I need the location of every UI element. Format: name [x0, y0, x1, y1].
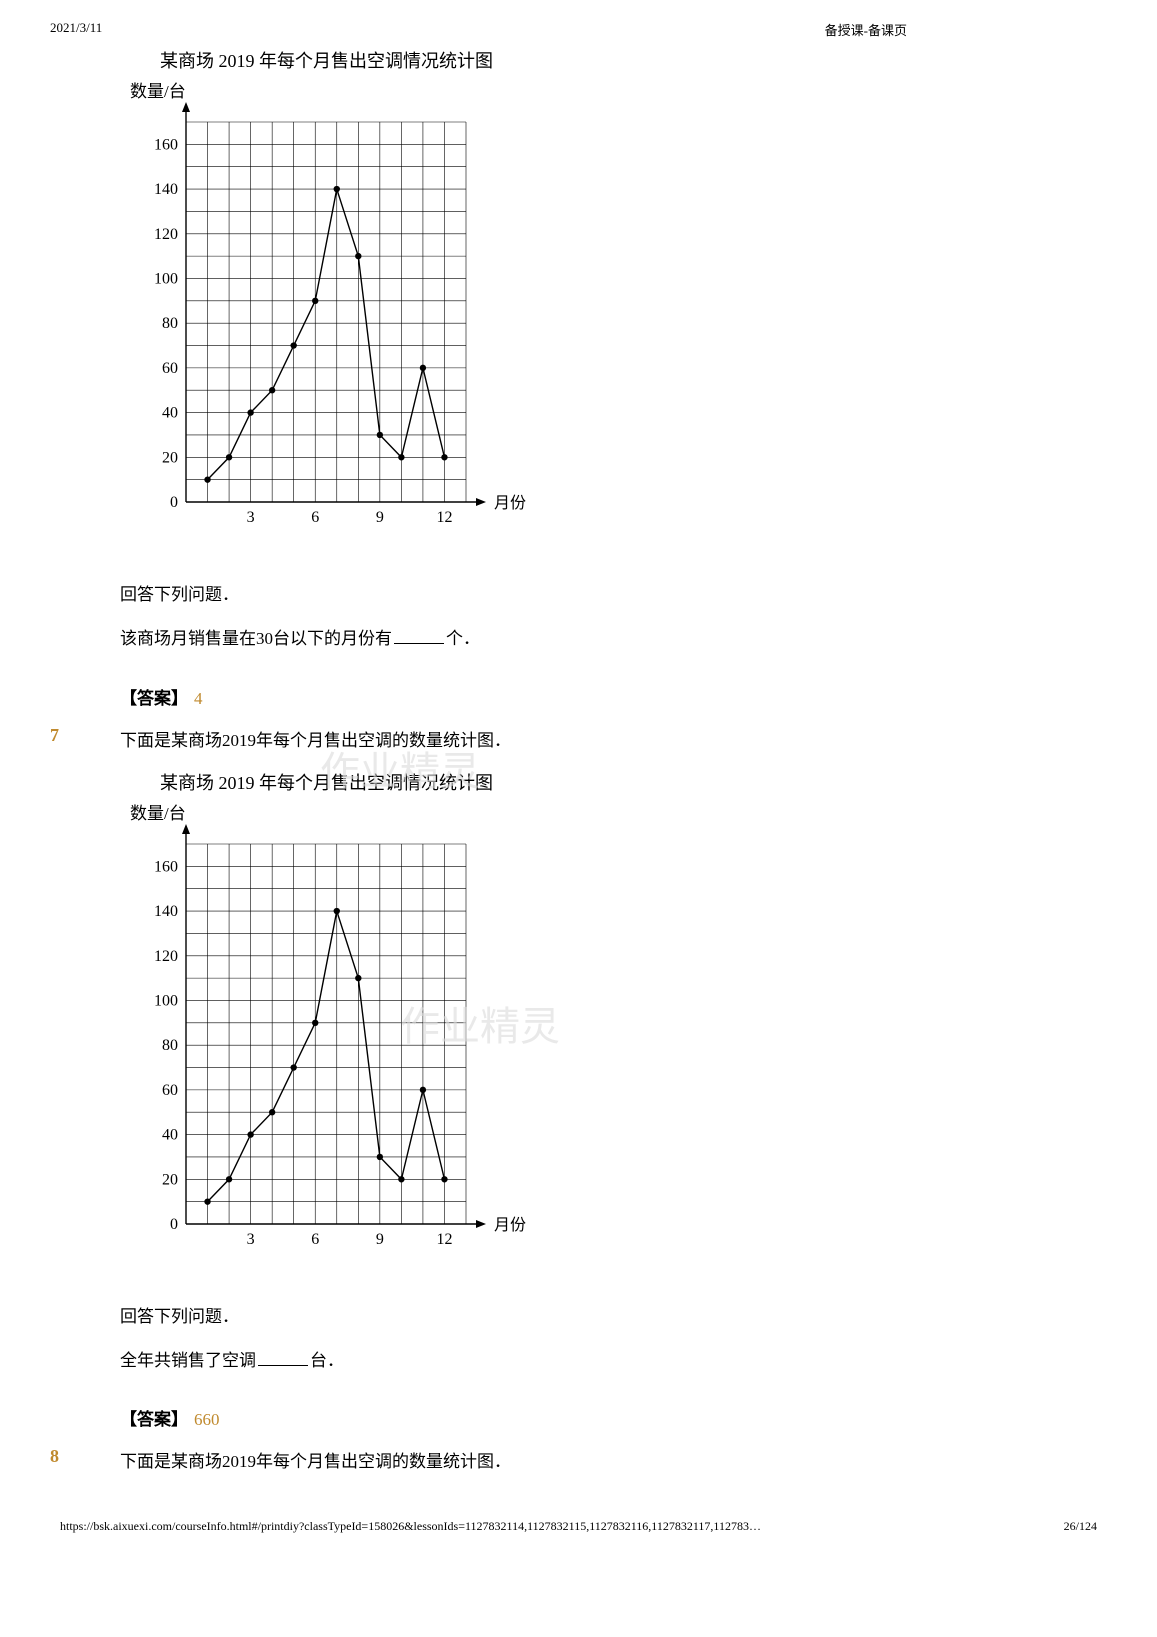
svg-text:80: 80 [162, 315, 178, 332]
content-area: 某商场 2019 年每个月售出空调情况统计图 数量/台 020406080100… [120, 47, 820, 1479]
answer1-label: 【答案】 [120, 689, 188, 708]
q7b-line1: 回答下列问题． [120, 1301, 820, 1333]
svg-text:80: 80 [162, 1037, 178, 1054]
svg-text:3: 3 [247, 509, 255, 526]
svg-text:12: 12 [436, 1231, 452, 1248]
chart2-title: 某商场 2019 年每个月售出空调情况统计图 [160, 769, 820, 795]
footer-page: 26/124 [1064, 1519, 1097, 1534]
chart2-ylabel: 数量/台 [130, 799, 820, 824]
qnum-7: 7 [50, 725, 59, 746]
page-header: 2021/3/11 备授课-备课页 [50, 20, 1107, 39]
q1-line2b: 个． [446, 629, 480, 648]
header-date: 2021/3/11 [50, 20, 102, 39]
answer1-value: 4 [194, 689, 203, 708]
q1-line2: 该商场月销售量在30台以下的月份有 个． [120, 623, 820, 655]
svg-text:120: 120 [154, 948, 178, 965]
svg-text:160: 160 [154, 858, 178, 875]
svg-text:月份: 月份 [494, 494, 526, 512]
svg-text:40: 40 [162, 1126, 178, 1143]
chart1-ylabel: 数量/台 [130, 77, 820, 102]
answer1: 【答案】 4 [120, 684, 820, 709]
chart1-container: 0 20 40 60 80 100 120 140 160 3 6 9 12 月份 [120, 102, 820, 567]
svg-text:月份: 月份 [494, 1216, 526, 1234]
svg-text:60: 60 [162, 1082, 178, 1099]
svg-text:140: 140 [154, 181, 178, 198]
chart1-title: 某商场 2019 年每个月售出空调情况统计图 [160, 47, 820, 73]
chart2-container: 作业精灵 02040608010012014016036912月份 [120, 824, 820, 1289]
svg-text:6: 6 [311, 509, 319, 526]
q1-line1: 回答下列问题． [120, 579, 820, 611]
svg-text:120: 120 [154, 226, 178, 243]
footer-url: https://bsk.aixuexi.com/courseInfo.html#… [60, 1519, 761, 1534]
q8-intro: 下面是某商场2019年每个月售出空调的数量统计图． [120, 1446, 820, 1478]
svg-text:100: 100 [154, 992, 178, 1009]
q7b-line2: 全年共销售了空调 台． [120, 1345, 820, 1377]
svg-text:3: 3 [247, 1231, 255, 1248]
chart1-svg: 0 20 40 60 80 100 120 140 160 3 6 9 12 月份 [120, 102, 540, 562]
q7b-line2a: 全年共销售了空调 [120, 1351, 256, 1370]
svg-text:0: 0 [170, 1216, 178, 1233]
svg-text:140: 140 [154, 903, 178, 920]
answer7: 【答案】 660 [120, 1405, 820, 1430]
chart2-svg: 0 20 40 60 80 100 120 140 160 3 6 9 12 月份 [120, 824, 540, 1284]
header-title: 备授课-备课页 [825, 20, 907, 39]
q1-line2a: 该商场月销售量在30台以下的月份有 [120, 629, 392, 648]
svg-text:20: 20 [162, 449, 178, 466]
svg-text:160: 160 [154, 136, 178, 153]
q7b-blank [258, 1347, 308, 1367]
q1-blank [394, 625, 444, 645]
svg-text:9: 9 [376, 1231, 384, 1248]
svg-text:60: 60 [162, 360, 178, 377]
page: 2021/3/11 备授课-备课页 某商场 2019 年每个月售出空调情况统计图… [0, 0, 1157, 1554]
page-footer: https://bsk.aixuexi.com/courseInfo.html#… [50, 1519, 1107, 1534]
svg-text:12: 12 [436, 509, 452, 526]
qnum-8: 8 [50, 1446, 59, 1467]
svg-text:20: 20 [162, 1171, 178, 1188]
svg-text:0: 0 [170, 494, 178, 511]
q7b-line2b: 台． [310, 1351, 344, 1370]
q7-intro: 下面是某商场2019年每个月售出空调的数量统计图． [120, 725, 820, 757]
svg-text:9: 9 [376, 509, 384, 526]
svg-text:6: 6 [311, 1231, 319, 1248]
svg-text:100: 100 [154, 270, 178, 287]
answer7-label: 【答案】 [120, 1410, 188, 1429]
svg-text:40: 40 [162, 405, 178, 422]
answer7-value: 660 [194, 1410, 220, 1429]
